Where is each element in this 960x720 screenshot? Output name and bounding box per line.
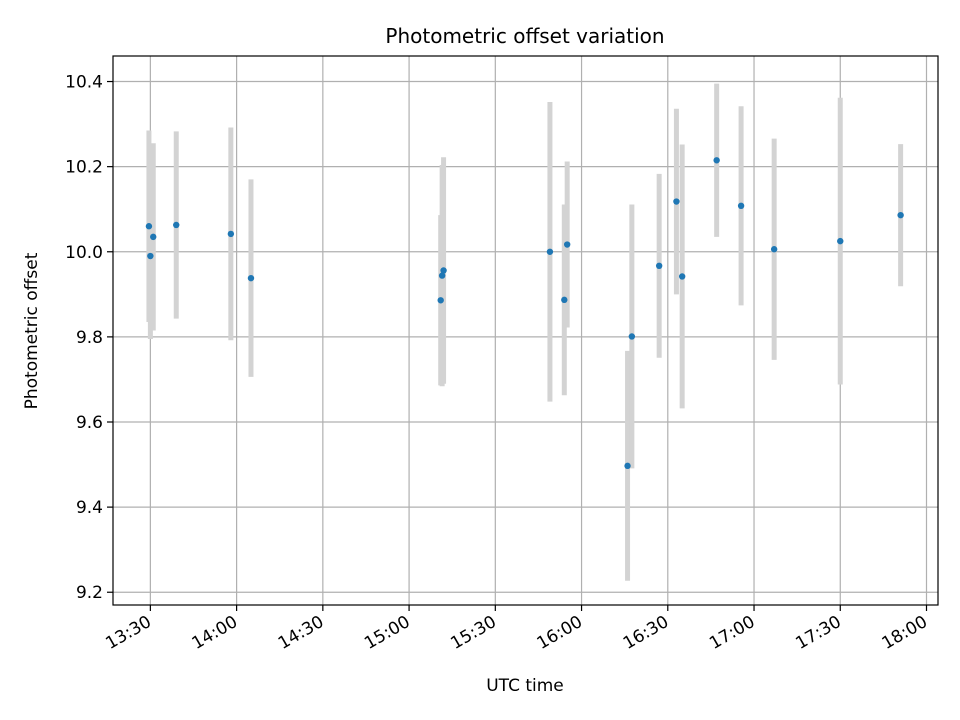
y-axis: 9.2 9.4 9.6 9.8 10.0 10.2 10.4 xyxy=(65,73,113,603)
data-point xyxy=(897,211,904,219)
error-bars xyxy=(146,83,904,581)
data-point xyxy=(624,462,631,470)
y-tick-label: 9.4 xyxy=(76,498,103,518)
data-point xyxy=(227,230,235,238)
data-point xyxy=(437,297,444,304)
x-tick-label: 15:30 xyxy=(447,612,499,654)
data-point xyxy=(546,248,554,255)
y-axis-title: Photometric offset xyxy=(22,252,42,409)
x-tick-label: 13:30 xyxy=(102,612,154,654)
data-point xyxy=(655,262,663,270)
x-tick-label: 16:30 xyxy=(620,612,672,654)
x-tick-label: 18:00 xyxy=(879,612,931,654)
y-tick-label: 10.2 xyxy=(65,158,103,178)
data-point xyxy=(770,246,778,253)
data-point xyxy=(147,252,154,260)
data-point xyxy=(145,223,153,230)
data-point xyxy=(713,157,720,164)
y-tick-label: 10.4 xyxy=(65,73,103,93)
plot-frame xyxy=(112,55,939,606)
data-point xyxy=(628,333,636,340)
x-tick-label: 16:00 xyxy=(534,612,586,654)
data-point xyxy=(563,241,571,248)
x-axis-title: UTC time xyxy=(486,676,564,696)
data-point xyxy=(673,198,680,205)
data-points xyxy=(145,157,904,470)
data-point xyxy=(150,233,157,241)
x-tick-label: 17:00 xyxy=(706,612,758,654)
data-point xyxy=(737,202,745,210)
grid xyxy=(113,56,938,605)
x-tick-label: 15:00 xyxy=(361,612,413,654)
x-tick-label: 14:30 xyxy=(275,612,327,654)
data-point xyxy=(173,221,180,229)
data-point xyxy=(561,296,568,304)
data-point xyxy=(837,237,844,245)
x-axis: 13:30 14:00 14:30 15:00 15:30 16:00 16:30 17:00… xyxy=(102,605,931,654)
x-tick-label: 17:30 xyxy=(792,612,844,654)
y-tick-label: 9.8 xyxy=(76,328,103,348)
data-point xyxy=(438,272,446,279)
data-point xyxy=(440,267,447,274)
y-tick-label: 9.6 xyxy=(76,413,103,433)
chart-title: Photometric offset variation xyxy=(385,24,664,48)
data-point xyxy=(247,274,255,282)
y-tick-label: 9.2 xyxy=(76,583,103,603)
x-tick-label: 14:00 xyxy=(189,612,241,654)
data-point xyxy=(678,273,686,280)
y-tick-label: 10.0 xyxy=(65,243,103,263)
